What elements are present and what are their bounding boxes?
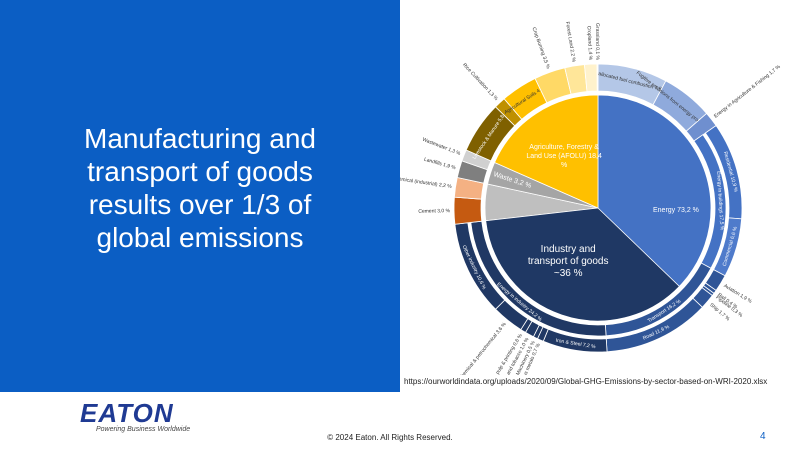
segment (596, 63, 599, 92)
segment-label: Cement 3,0 % (418, 208, 450, 215)
label-box: Energy 73,2 % (652, 207, 699, 215)
segment-label: Chemical & petrochemical (industrial) 2,… (400, 170, 452, 190)
segment-label: Wastewater 1,3 % (421, 137, 461, 158)
segment-label: Landfills 1,9 % (423, 157, 456, 172)
logo: EATON (80, 398, 174, 428)
segment (584, 63, 598, 92)
segment-label: Cropland 1,4 % (586, 26, 594, 61)
segment-label: Forest Land 2,2 % (564, 21, 577, 63)
copyright: © 2024 Eaton. All Rights Reserved. (327, 433, 453, 442)
page-number: 4 (760, 431, 766, 442)
segment-label: Crop Burning 3,5 % (531, 27, 551, 71)
center-label: Industry and transport of goods ~36 % (527, 244, 609, 280)
tagline: Powering Business Worldwide (96, 426, 191, 433)
segment-label: Energy in buildings 17,5 % (715, 171, 725, 231)
segment-label: Grassland 0,1 % (594, 23, 600, 61)
segment (494, 94, 599, 209)
source-link: https://ourworldindata.org/uploads/2020/… (404, 377, 768, 386)
highlight-wedge (485, 207, 680, 322)
label-box: Agriculture, Forestry & Land Use (AFOLU)… (526, 143, 602, 169)
segment-label: Rice Cultivation 1,3 % (461, 62, 499, 102)
segment (453, 196, 483, 225)
segment-label: Energy in Agriculture & Fishing 1,7 % (713, 64, 782, 120)
slide-title: Manufacturing and transport of goods res… (84, 123, 316, 253)
title-panel: Manufacturing and transport of goods res… (0, 0, 400, 392)
center-label: Agriculture, Forestry & Land Use (AFOLU)… (526, 143, 602, 169)
center-label: Energy 73,2 % (652, 207, 699, 215)
sunburst-chart: Unallocated fuel combustion 7,8 %Fugitiv… (400, 21, 782, 375)
label-box: Industry and transport of goods ~36 % (527, 244, 609, 280)
